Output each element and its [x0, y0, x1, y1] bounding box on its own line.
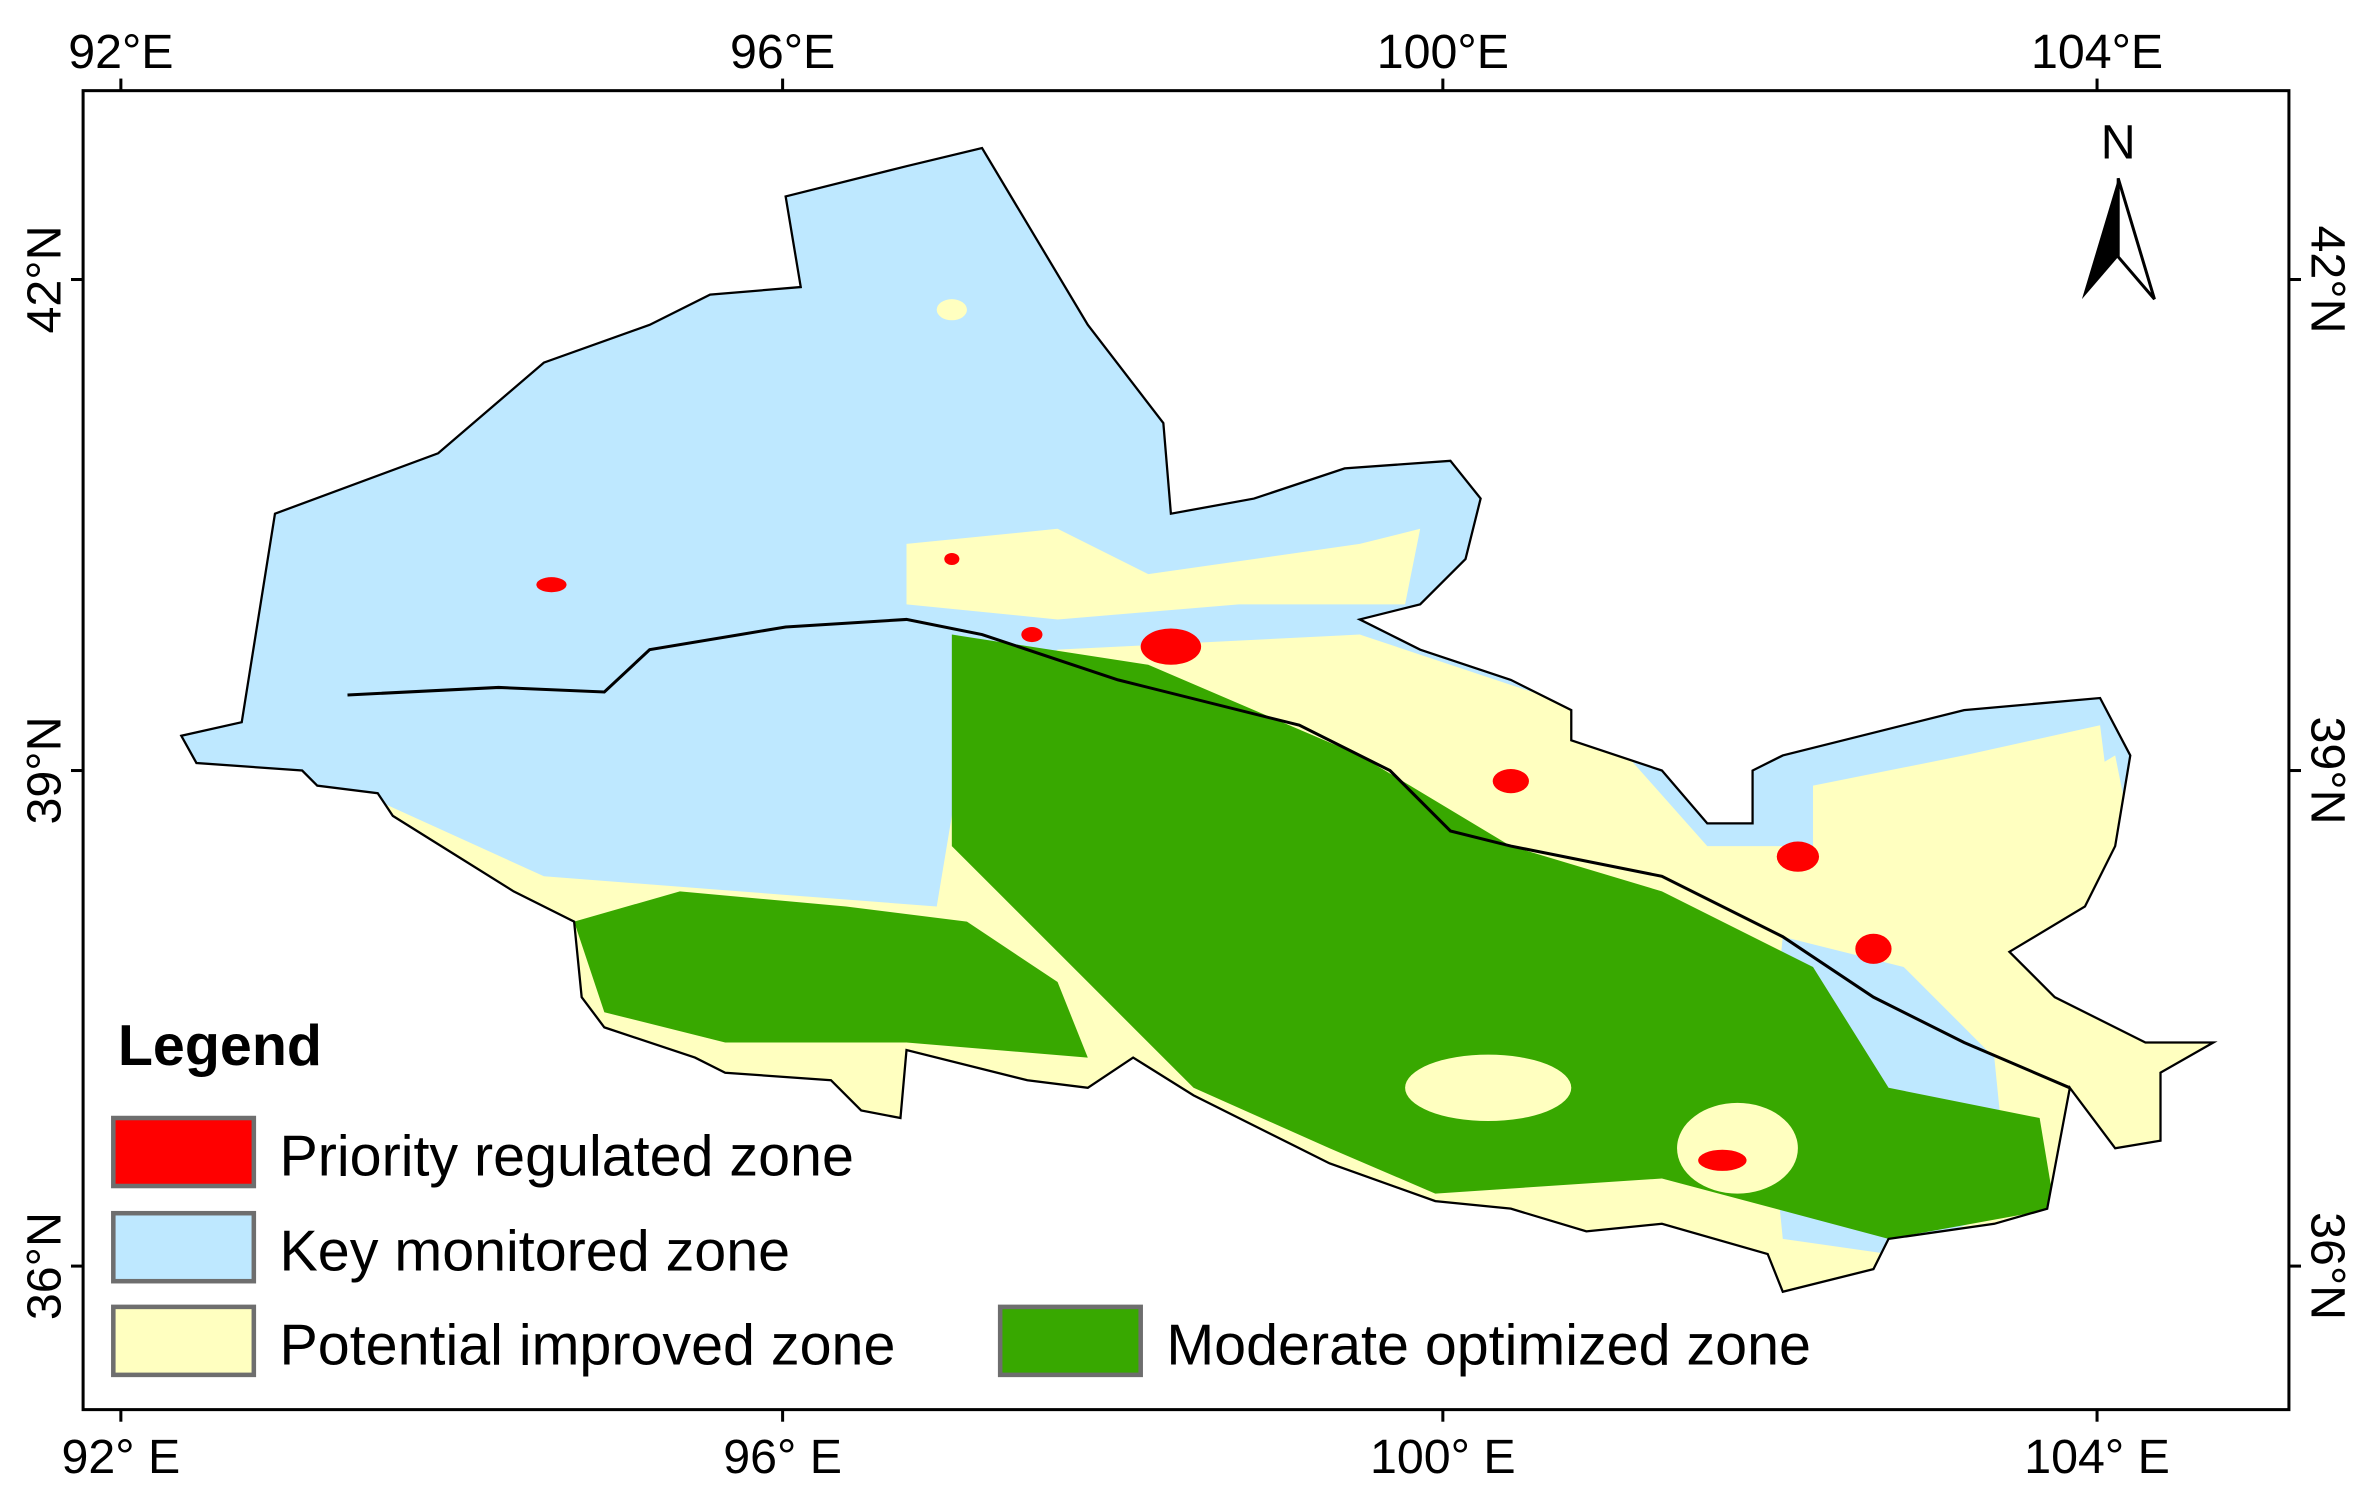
top-label: 96°E [730, 25, 835, 79]
bottom-label: 104° E [2024, 1430, 2170, 1484]
bottom-label: 100° E [1370, 1430, 1516, 1484]
legend-title: Legend [118, 1014, 322, 1078]
legend-swatch [111, 1304, 257, 1378]
legend-swatch [111, 1210, 257, 1284]
left-label: 39°N [17, 717, 71, 825]
region-outline [179, 146, 2218, 1294]
bottom-label: 92° E [61, 1430, 180, 1484]
right-label: 36°N [2301, 1212, 2355, 1320]
legend-label: Moderate optimized zone [1166, 1313, 1811, 1377]
north-arrow: N [2081, 116, 2156, 301]
bottom-label: 96° E [723, 1430, 842, 1484]
top-label: 92°E [68, 25, 173, 79]
legend-label: Key monitored zone [280, 1220, 791, 1284]
legend-label: Potential improved zone [280, 1313, 896, 1377]
left-label: 36°N [17, 1212, 71, 1320]
legend-swatch [997, 1304, 1143, 1378]
left-label: 42°N [17, 226, 71, 334]
top-label: 100°E [1377, 25, 1509, 79]
legend-swatch [111, 1115, 257, 1189]
legend-label: Priority regulated zone [280, 1124, 854, 1188]
right-label: 39°N [2301, 717, 2355, 825]
north-label: N [2101, 116, 2136, 170]
top-label: 104°E [2031, 25, 2163, 79]
right-label: 42°N [2301, 226, 2355, 334]
